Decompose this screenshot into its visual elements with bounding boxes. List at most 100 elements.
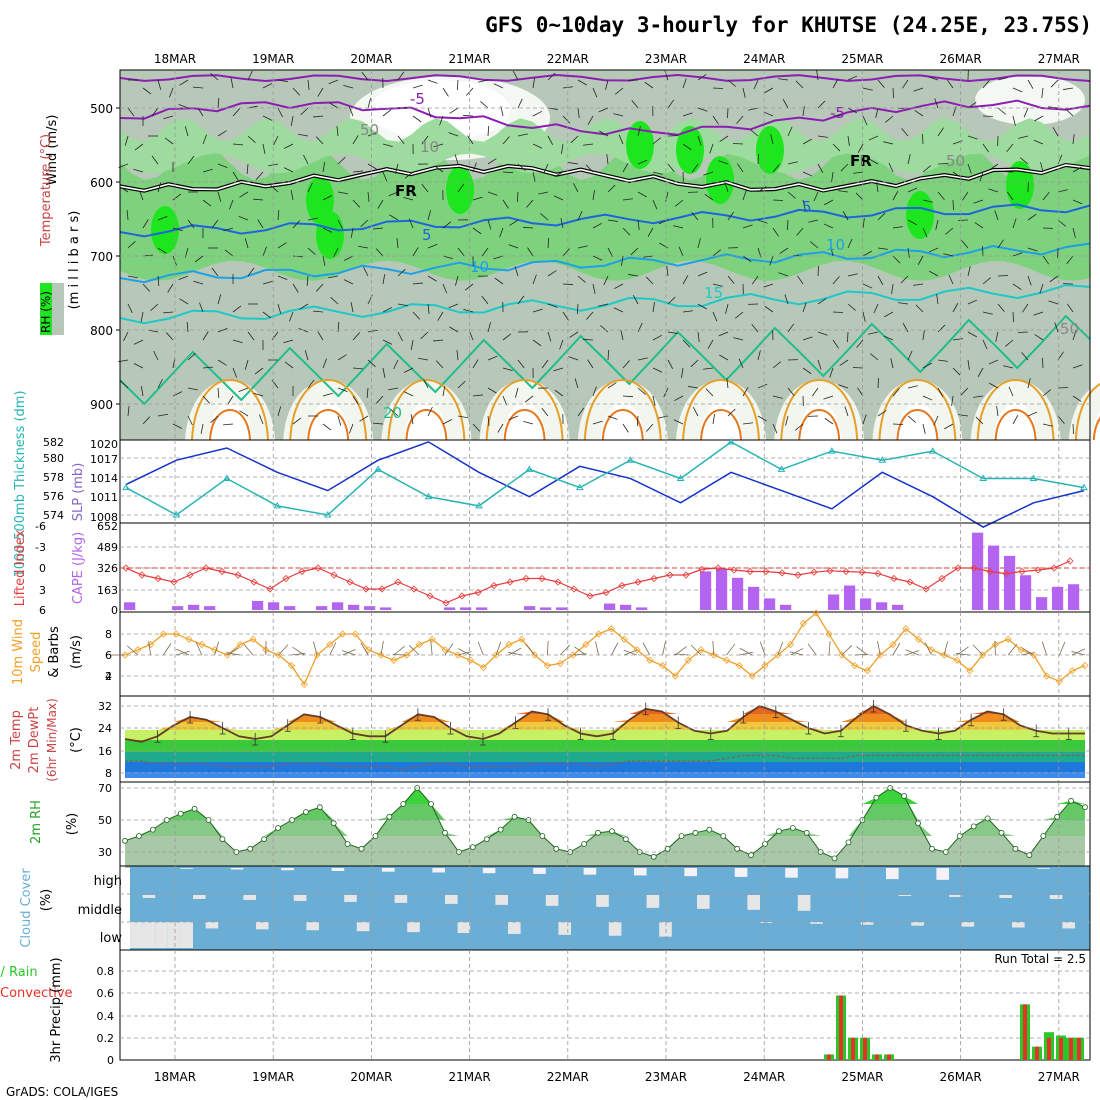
wind-point bbox=[300, 680, 308, 688]
wind-barb bbox=[922, 423, 926, 434]
wind-point bbox=[543, 661, 551, 670]
wind-barb bbox=[547, 640, 549, 656]
rh-dry-core bbox=[370, 80, 510, 140]
li-point bbox=[330, 571, 338, 579]
wind-barb bbox=[914, 110, 924, 117]
isotherm-25 bbox=[289, 379, 368, 441]
wind-barb bbox=[388, 387, 399, 391]
wind-barb bbox=[737, 163, 744, 173]
wind-barb bbox=[243, 644, 254, 656]
wind-barb bbox=[1019, 157, 1029, 165]
wind-barb bbox=[244, 238, 249, 249]
wind-barb bbox=[637, 357, 648, 361]
wind-barb bbox=[270, 185, 279, 193]
wind-barb bbox=[996, 406, 999, 417]
li-point bbox=[730, 566, 738, 574]
wind-barb bbox=[892, 423, 904, 425]
temp-area-hottest bbox=[125, 706, 1085, 714]
bottom-date-label: 23MAR bbox=[645, 1070, 687, 1084]
wind-barb bbox=[388, 191, 399, 197]
wind-barb bbox=[373, 422, 384, 425]
wind-barb bbox=[367, 163, 377, 170]
li-ytick: 6 bbox=[39, 604, 46, 617]
wind-barb bbox=[958, 414, 969, 417]
wind-barb bbox=[487, 158, 497, 165]
wind-barb bbox=[873, 303, 879, 314]
wind-barb bbox=[674, 199, 684, 207]
thickness-line-point bbox=[575, 483, 584, 491]
wind-barb bbox=[937, 163, 949, 165]
wind-barb bbox=[972, 644, 983, 656]
wind-barb bbox=[481, 295, 489, 305]
wind-barb bbox=[350, 302, 354, 313]
wind-barb bbox=[329, 642, 337, 656]
wind-barb bbox=[789, 651, 804, 656]
wind-barb bbox=[785, 415, 789, 426]
wind-barb bbox=[247, 70, 253, 81]
wind-point bbox=[697, 646, 705, 654]
wind-barb bbox=[367, 359, 376, 367]
wind-barb bbox=[824, 199, 834, 206]
li-point bbox=[746, 567, 754, 576]
wind-point bbox=[940, 651, 948, 659]
wind-barb bbox=[681, 367, 684, 378]
wind-barb bbox=[1066, 255, 1074, 265]
cloud-clear-block bbox=[205, 922, 219, 929]
wind-barb bbox=[352, 332, 360, 341]
wind-barb bbox=[599, 130, 609, 137]
wind-point bbox=[927, 646, 935, 654]
wind-barb bbox=[187, 415, 193, 426]
rh-point bbox=[678, 833, 685, 839]
slp-thickness-panel: 582 580 578 576 574 1020 1017 1014 1011 1008 bbox=[43, 436, 1091, 528]
wind-point bbox=[287, 661, 295, 670]
wind-point bbox=[339, 630, 347, 638]
wind-barb bbox=[877, 247, 888, 250]
wind-barb bbox=[423, 378, 429, 389]
wind-barb bbox=[907, 154, 911, 165]
wind-barb bbox=[922, 199, 933, 203]
top-date-label: 27MAR bbox=[1038, 52, 1080, 66]
wind-barb bbox=[646, 423, 654, 432]
cloud-clear-block bbox=[142, 895, 156, 898]
isotherm-30 bbox=[798, 409, 841, 441]
wind-barb bbox=[226, 652, 241, 656]
wind-barb bbox=[502, 367, 513, 371]
upper-ylabels: Wind (m/s) Temperature (°C) RH (%) (m i … bbox=[39, 115, 82, 333]
contour-label: FR bbox=[395, 182, 417, 200]
wind-barb bbox=[1027, 213, 1037, 221]
wind-point bbox=[121, 651, 129, 659]
wind-barb bbox=[1027, 247, 1038, 252]
cloud-clear-block bbox=[659, 922, 672, 937]
wind-barb bbox=[1048, 300, 1059, 305]
wind-barb bbox=[757, 186, 767, 193]
cloud-clear-block bbox=[1012, 922, 1025, 928]
wind-barb bbox=[1057, 189, 1068, 193]
li-point bbox=[650, 574, 658, 583]
wind-barb bbox=[847, 107, 857, 114]
li-point bbox=[986, 567, 994, 576]
wind-barb bbox=[603, 275, 609, 286]
wind-barb bbox=[366, 387, 369, 398]
isotherm-25 bbox=[1074, 382, 1100, 441]
isotherm-minus5-upper bbox=[119, 73, 1091, 83]
wind-barb bbox=[764, 305, 774, 313]
wind-barb bbox=[997, 107, 1007, 115]
thickness-line-point bbox=[222, 474, 231, 481]
wind-barb bbox=[948, 274, 954, 285]
wind-barb bbox=[797, 275, 804, 285]
wind-barb bbox=[316, 283, 324, 292]
wind-barb bbox=[748, 107, 759, 111]
rh-point bbox=[956, 833, 963, 839]
wind-barb bbox=[322, 358, 327, 369]
temp-area-warm bbox=[125, 706, 1085, 730]
wind-barb bbox=[613, 283, 624, 290]
wind-barb bbox=[229, 199, 234, 210]
li-point bbox=[1066, 557, 1074, 565]
rh-point bbox=[400, 801, 407, 807]
upper-ytick: 800 bbox=[90, 324, 113, 338]
wind-barb bbox=[410, 414, 414, 425]
contour-label: 10 bbox=[826, 236, 845, 254]
wind-barb bbox=[738, 358, 744, 369]
cape-ytick: 326 bbox=[97, 562, 118, 575]
wind-barb bbox=[382, 274, 386, 285]
